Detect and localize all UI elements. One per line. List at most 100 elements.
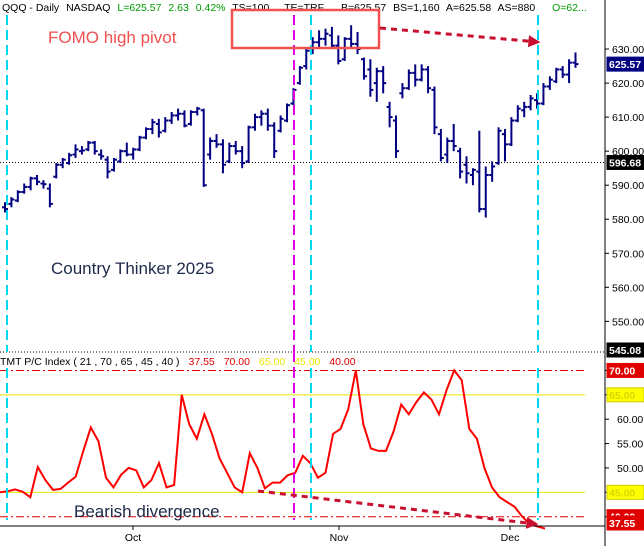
price-bar [527,94,534,111]
fomo-arrow [379,26,541,48]
price-bar [514,105,521,123]
price-bar [2,202,8,213]
level-65-tag-text: 65.00 [609,390,635,402]
price-bar [213,134,220,148]
price-bar [463,156,470,184]
price-bar [251,113,258,131]
price-bar [110,157,117,172]
price-tick-label: 610.00 [612,112,644,124]
header-exchange: NASDAQ [66,2,110,14]
pc-line [0,368,546,530]
price-bar [501,129,508,162]
price-bar [200,108,207,187]
price-bar [8,197,15,208]
price-bar [335,35,342,65]
header-line: QQQ - Daily NASDAQ L=625.57 2.63 0.42% T… [2,2,587,14]
price-bar [360,57,367,80]
indicator-level-65: 65.00 [259,356,285,368]
price-tick-label: 560.00 [612,282,644,294]
pc-current-tag-text: 37.55 [609,518,635,530]
price-bar [303,49,310,70]
x-tick-label: Nov [330,532,349,544]
price-bar [72,144,79,158]
price-bar [175,108,182,121]
price-tick-label: 620.00 [612,78,644,90]
price-bar [508,117,515,147]
level-45-tag: 45.00 [606,484,644,500]
indicator-level-40: 40.00 [329,356,355,368]
price-bar [53,163,60,179]
bottom-price-tag-box [606,342,644,358]
level-45-tag-text: 45.00 [609,487,635,499]
price-bar [162,117,169,133]
reference-price-tag: 596.68 [606,154,644,170]
last-price-tag-box [606,56,644,72]
price-bar [431,86,438,135]
price-bar [540,83,547,106]
vertical-markers [6,15,539,520]
level-70-tag-text: 70.00 [609,365,635,377]
pc-tick-label: 55.00 [617,439,643,451]
indicator-level-45: 45.00 [294,356,320,368]
header-ask-size: AS=880 [498,2,536,14]
x-tick-label: Dec [501,532,520,544]
pc-tick-label: 60.00 [617,414,643,426]
divergence-label: Bearish divergence [74,502,220,521]
price-bar [373,67,380,102]
price-bar [104,156,111,179]
last-price-tag-text: 625.57 [609,59,641,71]
price-bar [393,115,400,158]
fomo-box [230,8,381,50]
price-bar [264,108,271,131]
price-bar [457,147,464,179]
price-bar [78,146,85,155]
header-change: 2.63 [168,2,189,14]
price-bar [149,118,156,135]
level-70-tag-box [606,362,644,378]
header-te: TE=TRF [284,2,324,14]
bottom-price-tag: 545.08 [606,342,644,358]
price-bar [239,146,246,169]
price-bar [559,66,566,78]
price-bar [553,67,560,84]
price-bar [258,110,265,126]
price-bar [469,168,476,186]
price-bar [437,129,444,162]
price-bar [450,123,457,152]
price-bar [348,25,355,48]
price-bar [572,52,579,68]
header-ts: TS=100 [232,2,269,14]
price-bar [123,142,130,157]
price-bar [296,66,303,85]
price-bar [482,166,489,218]
price-bar [405,69,412,90]
price-bar [27,176,34,191]
header-ask: A=625.58 [446,2,491,14]
level-65-tag-box [606,387,644,403]
indicator-current: 37.55 [188,356,214,368]
pc-current-tag: 37.55 [606,515,644,531]
price-tick-label: 630.00 [612,44,644,56]
price-bar [399,83,406,99]
price-bars [2,25,579,218]
price-tick-label: 570.00 [612,248,644,260]
header-change-pct: 0.42% [196,2,226,14]
indicator-header: TMT P/C Index ( 21 , 70 , 65 , 45 , 40 )… [0,356,356,368]
level-65-tag: 65.00 [606,387,644,403]
x-tick-label: Oct [125,532,141,544]
price-tick-label: 590.00 [612,180,644,192]
price-bar [85,140,92,152]
date-axis: Oct Nov Dec [0,525,605,544]
header-last: L=625.57 [117,2,161,14]
header-open: O=62... [552,2,587,14]
level-70-tag: 70.00 [606,362,644,378]
price-bar [546,76,553,90]
pc-index-panel [0,368,585,530]
divergence-arrow [257,489,539,529]
price-bar [566,59,573,84]
price-bar [130,147,137,160]
bottom-price-tag-text: 545.08 [609,345,641,357]
price-bar [277,115,284,133]
pc-tick-label: 50.00 [617,463,643,475]
price-bar [226,142,233,164]
